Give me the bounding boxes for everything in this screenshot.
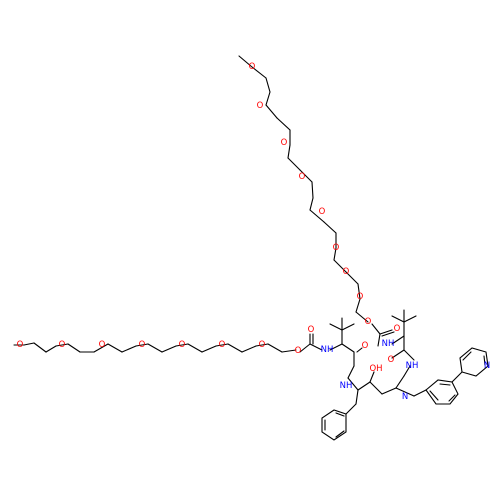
oxygen-label: O: [59, 340, 66, 350]
oxygen-label: O: [257, 101, 264, 111]
oxygen-label: O: [17, 340, 24, 350]
carbonyl-oxygen-label: O: [394, 324, 401, 334]
oxygen-label: O: [219, 340, 226, 350]
oxygen-label: O: [139, 340, 146, 350]
oxygen-label: O: [259, 340, 266, 350]
amide-nh-label: NH: [340, 381, 353, 391]
carbonyl-oxygen-label: O: [388, 355, 395, 365]
amide-nh-label: NH: [321, 345, 334, 355]
oxygen-label: O: [295, 346, 302, 356]
oxygen-label: O: [365, 317, 372, 327]
lower-carbamate-group: [299, 317, 363, 379]
oxygen-label: O: [343, 267, 350, 277]
oxygen-label: O: [333, 243, 340, 253]
carbonyl-oxygen-label: O: [362, 341, 369, 351]
carbonyl-oxygen-label: O: [308, 325, 315, 335]
oxygen-label: O: [299, 172, 306, 182]
nitrogen-label: N: [402, 392, 408, 402]
benzyl-ring: [321, 409, 347, 441]
oxygen-label: O: [319, 207, 326, 217]
upper-peg-chain: [238, 55, 369, 323]
central-backbone: [345, 365, 427, 415]
hydrazine-nh-label: NH: [406, 361, 419, 371]
oxygen-label: O: [357, 292, 364, 302]
hydroxyl-label: OH: [369, 364, 382, 374]
lower-peg-chain: [13, 342, 297, 353]
atom-labels: O O O O O O O O O O O O O O O O O O O O …: [17, 62, 491, 402]
pyridine-nitrogen-label: N: [484, 361, 490, 371]
pyridine-ring: [459, 347, 489, 377]
oxygen-label: O: [99, 340, 106, 350]
oxygen-label: O: [281, 138, 288, 148]
oxygen-label: O: [249, 62, 256, 72]
upper-carbamate-group: [371, 309, 417, 361]
amide-nh-label: NH: [382, 339, 395, 349]
phenyl-ring-right: [425, 371, 463, 405]
oxygen-label: O: [179, 340, 186, 350]
